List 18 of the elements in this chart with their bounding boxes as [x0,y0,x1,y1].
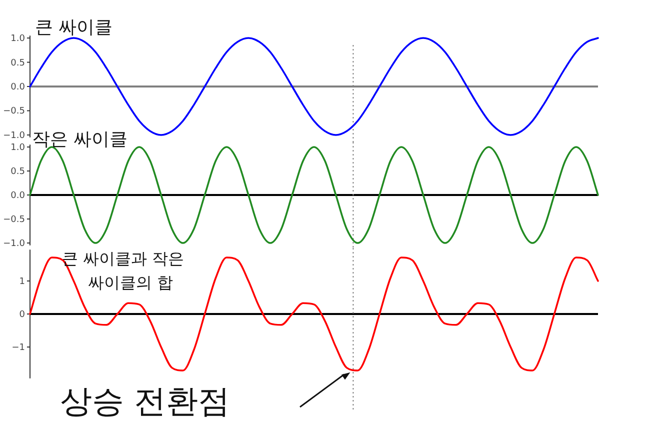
y-tick-label: 1.0 [10,143,26,153]
y-tick-label: −0.5 [3,106,25,117]
y-tick-label: −1 [12,343,25,354]
y-tick-label: −1.0 [3,130,26,141]
chart-title: 큰 싸이클 [35,17,113,38]
y-tick-label: 0 [19,310,26,320]
y-tick-label: 0.0 [10,191,26,201]
chart-title: 작은 싸이클 [32,129,128,150]
y-tick-label: −0.5 [3,215,25,225]
y-tick-label: 1 [19,276,25,287]
y-tick-label: 0.0 [10,82,26,92]
y-tick-label: 0.5 [10,58,25,68]
line-series [29,146,599,244]
text: 상승 전환점 [60,382,230,420]
y-tick-label: 0.5 [10,167,25,177]
text: 큰 싸이클과 작은 싸이클의 합 [62,249,190,292]
y-tick-label: −1.0 [3,239,26,249]
y-tick-label: 1.0 [10,34,26,44]
